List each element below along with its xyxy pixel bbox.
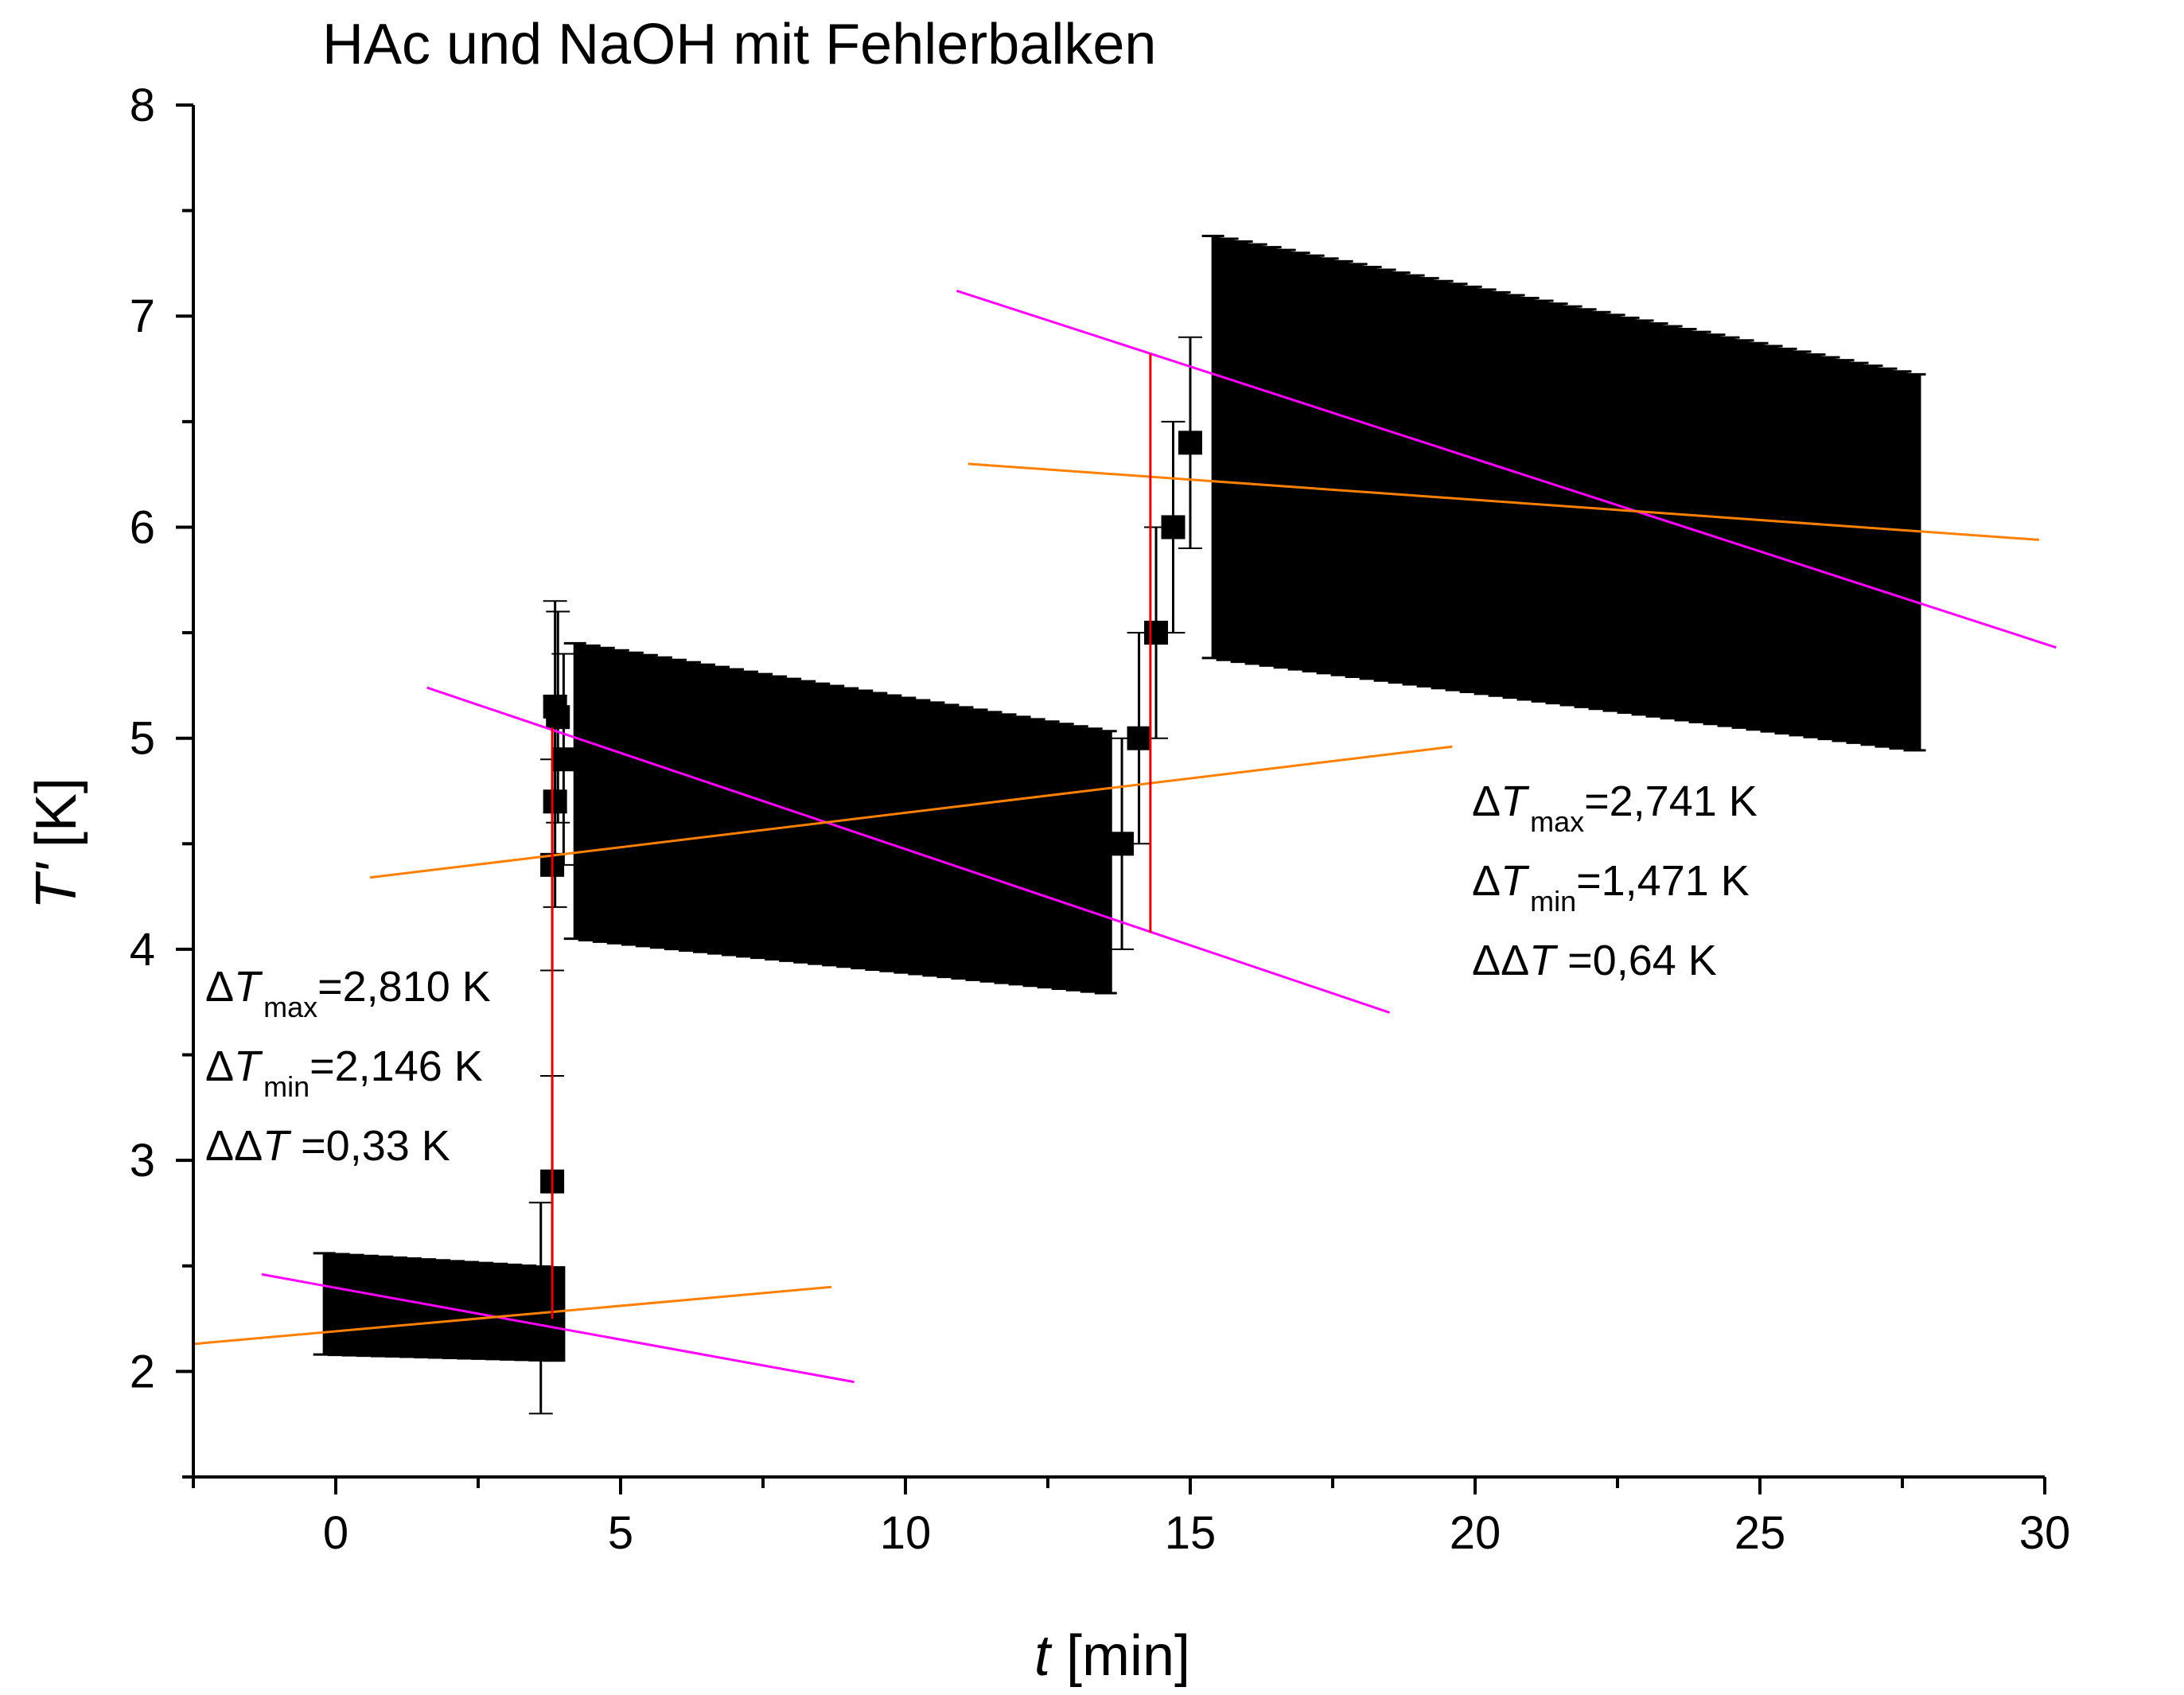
- annotation-var: T: [263, 1122, 292, 1170]
- mean-line-4: [369, 745, 1453, 879]
- x-tick-label: 25: [1734, 1507, 1786, 1559]
- y-tick-label: 6: [130, 501, 155, 553]
- annotation-value: =0,33 K: [289, 1122, 450, 1170]
- y-tick-label: 5: [130, 713, 155, 765]
- annotation-sub: max: [1530, 805, 1584, 838]
- regression-line-1: [261, 1272, 855, 1384]
- x-axis-label-var: t: [1034, 1624, 1053, 1688]
- annotation-value: =0,64 K: [1555, 937, 1717, 984]
- annotation-prefix: ΔΔ: [1472, 937, 1529, 984]
- x-tick-label: 10: [880, 1507, 932, 1559]
- x-tick-label: 30: [2019, 1507, 2071, 1559]
- annotation-value: =1,471 K: [1576, 857, 1750, 905]
- annotation-sub: min: [1530, 885, 1576, 918]
- y-tick-label: 2: [130, 1346, 155, 1397]
- data-point: [528, 1296, 553, 1320]
- annotation-var: T: [1501, 857, 1530, 905]
- x-axis-label: t [min]: [1034, 1624, 1190, 1688]
- y-axis-label-var: T': [25, 862, 88, 910]
- y-axis-label: T' [K]: [25, 777, 88, 910]
- annotation-var: T: [234, 963, 263, 1011]
- rise-points: [528, 336, 1202, 1415]
- y-axis-label-unit: [K]: [25, 777, 88, 863]
- mean-line-2: [193, 1285, 832, 1346]
- annotation-prefix: Δ: [1472, 857, 1501, 905]
- annotation-line: ΔT max=2,810 K: [205, 963, 491, 1023]
- annotation-sub: max: [263, 991, 317, 1023]
- regression-line-3: [426, 686, 1391, 1014]
- annotation-value: =2,146 K: [309, 1042, 483, 1090]
- annotation-prefix: ΔΔ: [205, 1122, 263, 1170]
- annotation-sub: min: [263, 1070, 309, 1103]
- y-tick-label: 7: [130, 290, 155, 342]
- x-axis-label-unit: [min]: [1050, 1624, 1190, 1688]
- data-segment-3: [1201, 234, 1926, 752]
- annotation-line: ΔT max=2,741 K: [1472, 777, 1758, 838]
- y-tick-label: 3: [130, 1135, 155, 1186]
- x-tick-label: 15: [1165, 1507, 1217, 1559]
- annotation-var: T: [234, 1042, 263, 1090]
- annotation-line: ΔT min=1,471 K: [1472, 857, 1750, 918]
- x-tick-label: 0: [323, 1507, 348, 1559]
- data-point: [546, 705, 570, 730]
- data-point: [551, 747, 576, 772]
- annotation-var: T: [1529, 937, 1559, 984]
- mean-line-6: [967, 462, 2039, 541]
- annotation-prefix: Δ: [205, 1042, 234, 1090]
- axes: 0 5 10 15 20 25 30 2 3 4 5 6 7 8: [130, 80, 2071, 1559]
- annotation-line: ΔT min=2,146 K: [205, 1042, 483, 1103]
- annotation-prefix: Δ: [205, 963, 234, 1011]
- chart-title: HAc und NaOH mit Fehlerbalken: [322, 13, 1156, 76]
- fit-lines: [193, 289, 2057, 1384]
- data-segment-2: [563, 641, 1117, 995]
- data-point: [1161, 515, 1185, 540]
- annotation-line: ΔΔT =0,64 K: [1472, 937, 1717, 984]
- annotation-prefix: Δ: [1472, 777, 1501, 825]
- annotation-line: ΔΔT =0,33 K: [205, 1122, 450, 1170]
- annotation-var: T: [1501, 777, 1530, 825]
- regression-line-5: [956, 289, 2057, 649]
- y-tick-label: 8: [130, 80, 155, 131]
- data-point: [1178, 431, 1202, 455]
- annotation-value: =2,810 K: [317, 963, 491, 1011]
- x-tick-label: 5: [608, 1507, 633, 1559]
- data-layer: [313, 234, 1926, 1415]
- x-tick-label: 20: [1450, 1507, 1501, 1559]
- y-tick-label: 4: [130, 924, 155, 976]
- annotation-value: =2,741 K: [1584, 777, 1758, 825]
